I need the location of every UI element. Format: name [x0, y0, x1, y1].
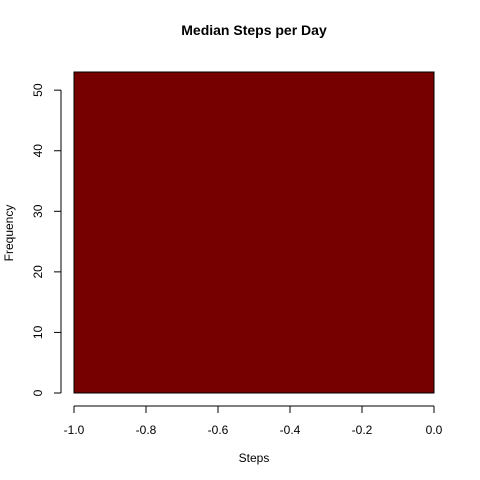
y-tick-label: 10 — [31, 325, 45, 339]
x-tick-label: -0.8 — [136, 423, 157, 437]
x-axis: -1.0 -0.8 -0.6 -0.4 -0.2 0.0 — [64, 405, 443, 437]
x-tick-label: -0.4 — [280, 423, 301, 437]
y-axis: 0 10 20 30 40 50 — [31, 83, 62, 396]
x-axis-label: Steps — [239, 451, 270, 465]
y-tick-label: 0 — [31, 389, 45, 396]
x-tick-label: -0.2 — [352, 423, 373, 437]
x-tick-label: -1.0 — [64, 423, 85, 437]
bars-group — [73, 71, 435, 394]
chart-title: Median Steps per Day — [181, 22, 327, 38]
x-tick-label: 0.0 — [426, 423, 443, 437]
y-tick-label: 30 — [31, 204, 45, 218]
x-tick-label: -0.6 — [208, 423, 229, 437]
histogram-bar-0 — [73, 71, 435, 394]
y-tick-label: 20 — [31, 265, 45, 279]
y-tick-label: 50 — [31, 83, 45, 97]
y-tick-label: 40 — [31, 144, 45, 158]
y-axis-label: Frequency — [2, 205, 16, 262]
